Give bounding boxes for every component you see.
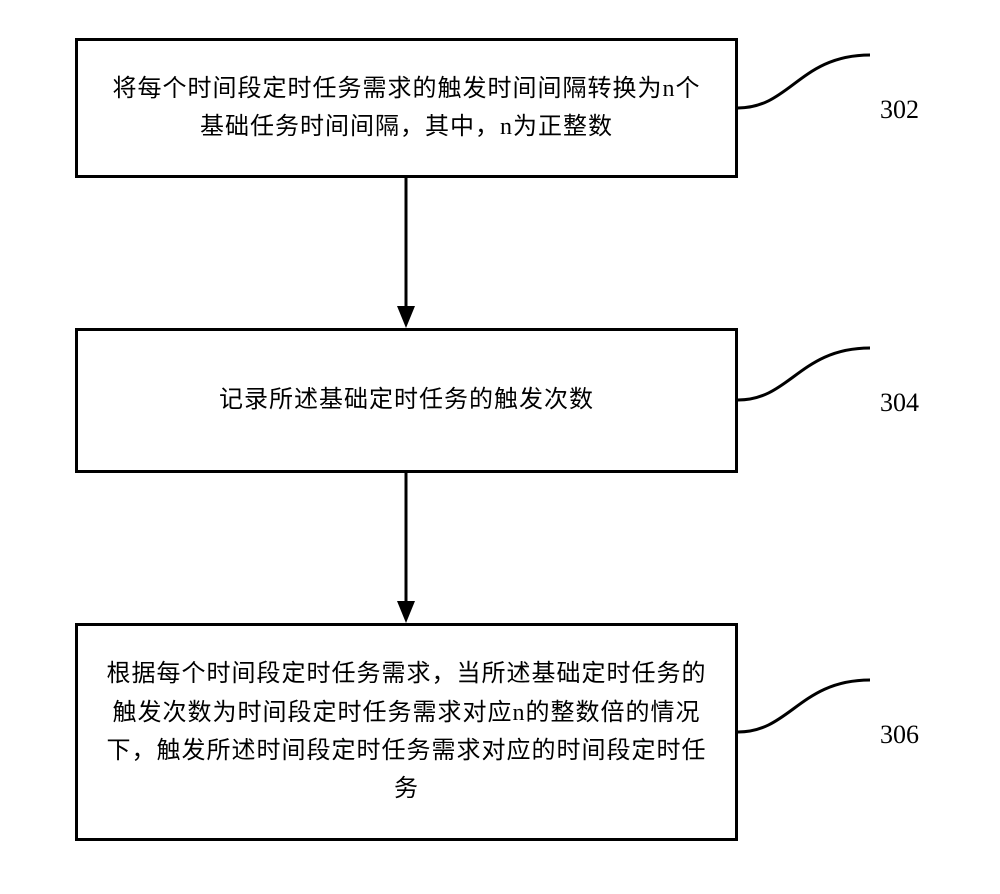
callout-curve-304: [738, 348, 870, 400]
callout-curve-306: [738, 680, 870, 732]
callout-curve-302: [738, 55, 870, 108]
arrow-2-head: [397, 601, 415, 623]
connectors-svg: [0, 0, 1000, 894]
arrow-1-head: [397, 306, 415, 328]
